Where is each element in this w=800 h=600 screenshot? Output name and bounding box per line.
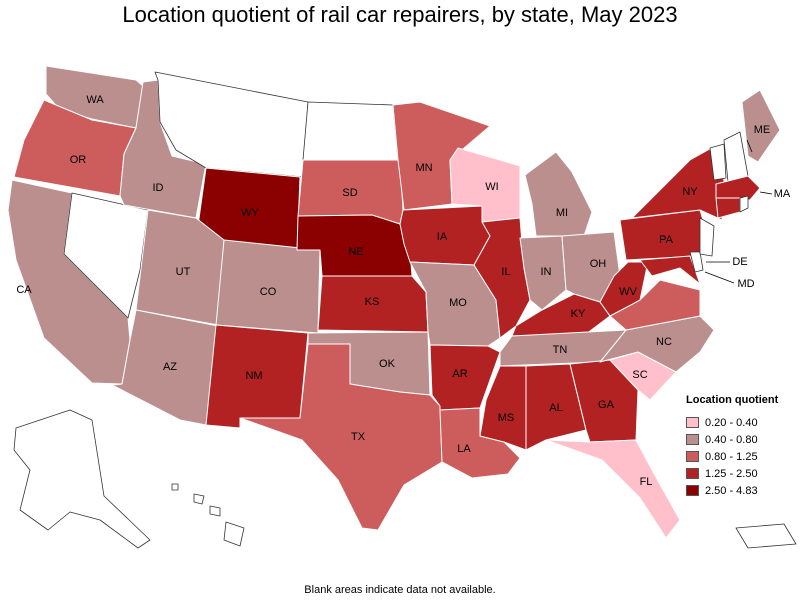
state-md: [639, 255, 701, 285]
state-ri: [739, 195, 749, 213]
state-label-la: LA: [457, 443, 471, 455]
state-label-ma: MA: [774, 188, 791, 200]
state-label-tn: TN: [553, 344, 568, 356]
state-ct: [715, 197, 741, 219]
state-al: [525, 363, 587, 451]
state-label-de: DE: [732, 256, 747, 268]
legend-item: 2.50 - 4.83: [686, 482, 796, 499]
state-label-ca: CA: [16, 284, 32, 296]
state-label-ia: IA: [437, 231, 448, 243]
state-label-al: AL: [549, 402, 562, 414]
state-tx: [239, 343, 443, 531]
legend-title: Location quotient: [686, 394, 779, 406]
state-label-id: ID: [153, 182, 164, 194]
legend-label: 0.20 - 0.40: [705, 416, 758, 429]
state-label-ne: NE: [348, 246, 363, 258]
legend-item: 1.25 - 2.50: [686, 465, 796, 482]
state-de: [689, 251, 704, 273]
state-label-oh: OH: [590, 258, 607, 270]
leader-lines: [704, 139, 773, 284]
state-me: [741, 89, 781, 163]
legend-item: 0.80 - 1.25: [686, 448, 796, 465]
state-label-ga: GA: [598, 399, 615, 411]
state-label-ut: UT: [176, 266, 191, 278]
state-label-ok: OK: [379, 358, 396, 370]
state-label-wy: WY: [241, 207, 259, 219]
state-nd: [302, 101, 399, 161]
state-fl: [545, 439, 681, 539]
state-label-mo: MO: [449, 297, 467, 309]
state-label-ar: AR: [452, 368, 467, 380]
legend: Location quotient 0.20 - 0.40 0.40 - 0.8…: [686, 394, 796, 499]
legend-swatch-3: [686, 468, 699, 479]
labels-layer: WA OR CA ID WY UT AZ CO NM SD NE KS OK TX MN IA MO AR LA WI…: [16, 94, 791, 488]
state-hi-1: [193, 493, 205, 505]
legend-swatch-4: [686, 485, 699, 496]
state-label-sc: SC: [632, 369, 647, 381]
state-label-mi: MI: [556, 207, 568, 219]
state-label-nm: NM: [245, 370, 262, 382]
state-la: [439, 407, 521, 479]
state-label-pa: PA: [659, 234, 674, 246]
state-hi: [171, 483, 179, 491]
legend-swatch-1: [686, 434, 699, 445]
state-label-wa: WA: [86, 94, 104, 106]
state-mi: [524, 151, 593, 237]
legend-label: 1.25 - 2.50: [705, 467, 758, 480]
state-vt: [709, 143, 727, 181]
state-nj: [699, 217, 715, 257]
legend-swatch-0: [686, 417, 699, 428]
legend-label: 2.50 - 4.83: [705, 484, 758, 497]
state-label-il: IL: [501, 266, 510, 278]
state-nh: [723, 131, 749, 183]
footnote: Blank areas indicate data not available.: [304, 584, 496, 596]
legend-item: 0.40 - 0.80: [686, 431, 796, 448]
state-label-ms: MS: [498, 412, 515, 424]
state-label-sd: SD: [342, 187, 357, 199]
map-title: Location quotient of rail car repairers,…: [122, 2, 678, 27]
legend-item: 0.20 - 0.40: [686, 414, 796, 431]
states-layer: [7, 65, 797, 549]
state-hi-3: [223, 521, 245, 547]
legend-label: 0.80 - 1.25: [705, 450, 758, 463]
state-pr: [735, 523, 797, 549]
state-label-wi: WI: [485, 181, 498, 193]
state-label-fl: FL: [640, 476, 653, 488]
state-label-in: IN: [541, 266, 552, 278]
state-label-or: OR: [70, 154, 87, 166]
state-label-wv: WV: [619, 286, 637, 298]
state-label-md: MD: [737, 278, 754, 290]
state-hi-2: [209, 505, 221, 517]
state-label-az: AZ: [163, 361, 177, 373]
state-label-ny: NY: [682, 186, 698, 198]
state-label-tx: TX: [351, 431, 366, 443]
state-label-ky: KY: [571, 308, 586, 320]
legend-label: 0.40 - 0.80: [705, 433, 758, 446]
state-label-ks: KS: [365, 296, 380, 308]
legend-swatch-2: [686, 451, 699, 462]
state-label-mn: MN: [415, 162, 432, 174]
state-ak: [13, 409, 151, 549]
state-label-me: ME: [754, 124, 771, 136]
state-label-nc: NC: [656, 336, 672, 348]
state-label-co: CO: [260, 286, 277, 298]
state-ma: [715, 175, 761, 201]
state-ny: [631, 145, 725, 221]
